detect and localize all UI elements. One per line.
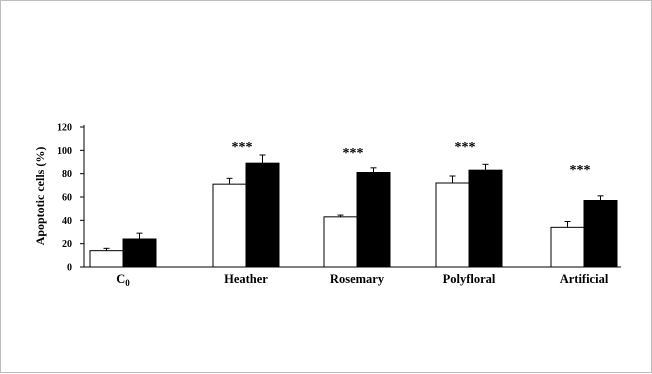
significance-marker: *** [343, 146, 364, 161]
y-tick-label: 0 [67, 263, 72, 274]
y-tick-label: 60 [62, 193, 72, 204]
bar-c0-series-2 [122, 238, 157, 268]
y-axis: 0 20 40 60 80 100 120 [57, 123, 85, 274]
x-tick-label: C0 [116, 272, 130, 288]
significance-marker: *** [455, 140, 476, 155]
y-tick-label: 40 [62, 216, 72, 227]
bar-heather-series-2 [245, 162, 280, 268]
x-tick-label: Rosemary [330, 272, 385, 286]
x-tick-label: Artificial [560, 272, 609, 286]
bar-artificial-series-2 [583, 200, 618, 268]
y-tick-label: 100 [57, 146, 72, 157]
y-tick-label: 80 [62, 169, 72, 180]
bar-rosemary-series-2 [356, 172, 391, 268]
y-axis-label: Apoptotic cells (%) [33, 147, 47, 246]
y-tick-label: 120 [57, 123, 72, 134]
bar-rosemary-series-1 [323, 216, 358, 268]
bar-polyfloral-series-1 [435, 182, 470, 268]
bar-c0-series-1 [89, 250, 124, 268]
annotations: *** *** *** *** [232, 140, 591, 178]
bar-heather-series-1 [212, 183, 247, 268]
significance-marker: *** [232, 140, 253, 155]
bars [89, 154, 618, 268]
bar-polyfloral-series-2 [468, 169, 503, 268]
x-axis: C0 Heather Rosemary Polyfloral Artificial [84, 266, 621, 288]
bar-artificial-series-1 [550, 226, 585, 268]
x-tick-label: Heather [224, 272, 268, 286]
significance-marker: *** [570, 163, 591, 178]
x-tick-label: Polyfloral [443, 272, 496, 286]
y-tick-label: 20 [62, 239, 72, 250]
